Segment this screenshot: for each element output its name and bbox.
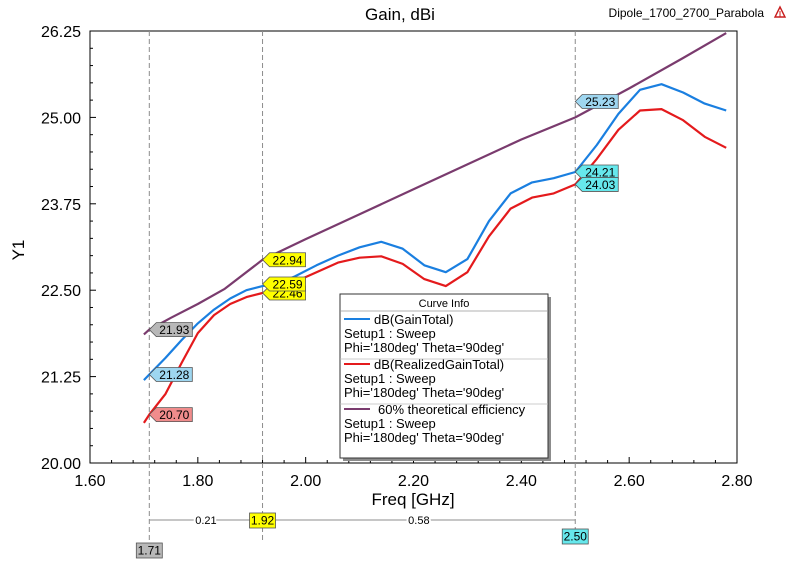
svg-text:22.59: 22.59 — [273, 277, 303, 291]
project-name: Dipole_1700_2700_Parabola — [609, 6, 765, 20]
x-tick-label: 1.80 — [182, 473, 213, 490]
y-axis-label: Y1 — [9, 240, 28, 261]
x-tick-label: 2.00 — [290, 473, 321, 490]
svg-text:1.71: 1.71 — [138, 544, 162, 558]
marker-label[interactable]: 20.70 — [148, 407, 193, 423]
legend-params: Phi='180deg' Theta='90deg' — [344, 385, 504, 400]
svg-text:22.94: 22.94 — [273, 253, 303, 267]
legend-setup: Setup1 : Sweep — [344, 371, 436, 386]
marker-label[interactable]: 24.03 — [574, 177, 619, 192]
svg-text:21.28: 21.28 — [159, 368, 189, 382]
svg-text:20.70: 20.70 — [159, 408, 189, 422]
series-line-2[interactable] — [142, 107, 727, 424]
y-tick-label: 22.50 — [41, 283, 81, 300]
y-tick-label: 26.25 — [41, 24, 81, 41]
legend-series-name: 60% theoretical efficiency — [378, 402, 526, 417]
legend-series-name: dB(RealizedGainTotal) — [374, 357, 504, 372]
svg-text:24.03: 24.03 — [585, 178, 615, 192]
chart-title: Gain, dBi — [365, 5, 435, 24]
legend-title: Curve Info — [419, 298, 470, 310]
marker-label[interactable]: 21.28 — [148, 367, 193, 383]
legend-setup: Setup1 : Sweep — [344, 416, 436, 431]
y-tick-label: 23.75 — [41, 197, 81, 214]
x-tick-label: 2.60 — [614, 473, 645, 490]
svg-text:1.92: 1.92 — [251, 514, 275, 528]
x-tick-label: 1.60 — [74, 473, 105, 490]
series-line-3[interactable] — [143, 32, 727, 336]
marker-label[interactable]: 21.93 — [148, 322, 193, 338]
legend-setup: Setup1 : Sweep — [344, 326, 436, 341]
marker-label[interactable]: 22.94 — [261, 252, 306, 268]
x-tick-label: 2.20 — [398, 473, 429, 490]
legend-params: Phi='180deg' Theta='90deg' — [344, 430, 504, 445]
y-tick-label: 20.00 — [41, 456, 81, 473]
x-tick-label: 2.40 — [506, 473, 537, 490]
svg-text:25.23: 25.23 — [585, 95, 615, 109]
y-tick-label: 21.25 — [41, 370, 81, 387]
legend-params: Phi='180deg' Theta='90deg' — [344, 340, 504, 355]
svg-text:24.21: 24.21 — [585, 166, 615, 180]
delta-label: 0.58 — [408, 515, 429, 527]
marker-label[interactable]: 22.59 — [261, 276, 306, 292]
vline-label[interactable]: 1.71 — [135, 542, 163, 559]
y-tick-label: 25.00 — [41, 110, 81, 127]
svg-text:2.50: 2.50 — [564, 530, 588, 544]
legend-entry-2[interactable]: dB(RealizedGainTotal)Setup1 : SweepPhi='… — [344, 357, 504, 400]
vline-label[interactable]: 2.50 — [561, 528, 589, 545]
series-line-1[interactable] — [143, 83, 727, 381]
svg-text:21.93: 21.93 — [159, 323, 189, 337]
x-tick-label: 2.80 — [721, 473, 752, 490]
legend-series-name: dB(GainTotal) — [374, 312, 453, 327]
marker-label[interactable]: 24.21 — [574, 164, 619, 180]
delta-label: 0.21 — [195, 515, 216, 527]
ansys-logo-icon — [773, 5, 787, 18]
x-axis-label: Freq [GHz] — [371, 490, 454, 509]
legend-entry-1[interactable]: dB(GainTotal)Setup1 : SweepPhi='180deg' … — [344, 312, 504, 355]
vline-label[interactable]: 1.92 — [249, 512, 276, 529]
marker-label[interactable]: 25.23 — [574, 94, 619, 110]
